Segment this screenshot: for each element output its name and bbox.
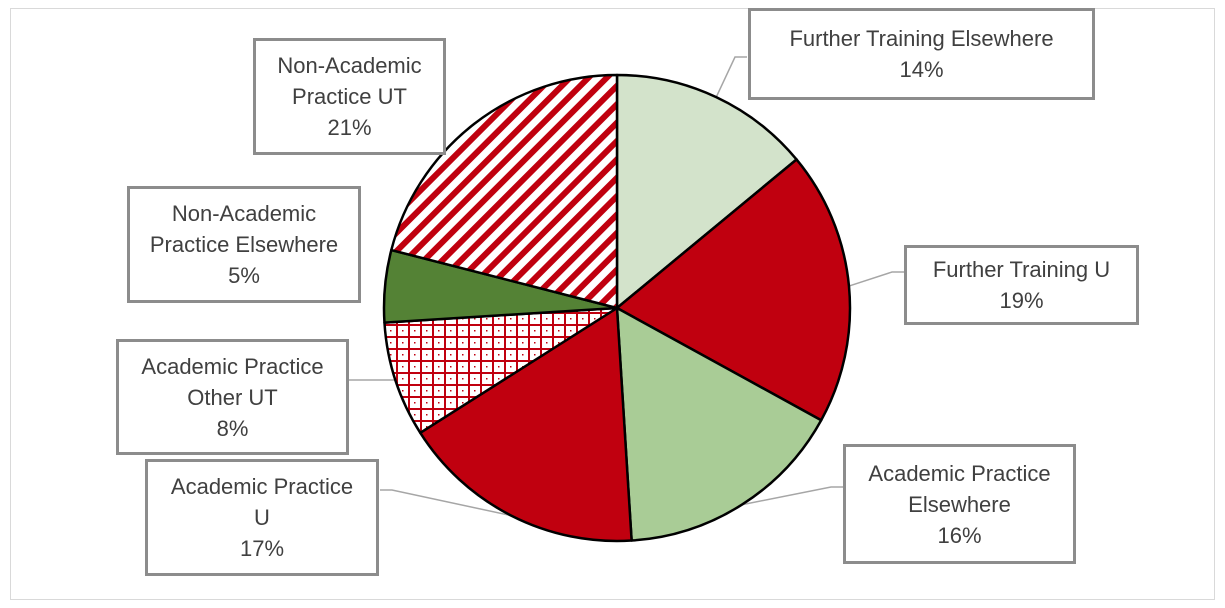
data-label-value: 19% <box>999 288 1044 313</box>
pie-slice-academic-practice-other-ut <box>383 306 619 435</box>
data-label-text: Further Training U <box>932 257 1111 282</box>
data-label-text: Further Training Elsewhere <box>789 26 1054 51</box>
data-label-further-training-u: Further Training U 19% <box>904 245 1139 325</box>
data-label-text: U <box>254 505 270 530</box>
data-label-non-academic-practice-ut: Non-Academic Practice UT 21% <box>253 38 446 155</box>
data-label-text: Practice Elsewhere <box>149 232 339 257</box>
leader-line <box>380 489 512 517</box>
pie-slice-further-training-elsewhere <box>615 73 798 310</box>
pie-slice-academic-practice-elsewhere <box>615 306 823 542</box>
data-label-value: 5% <box>228 263 260 288</box>
data-label-text: Academic Practice <box>141 353 324 379</box>
data-label-academic-practice-u: Academic Practice U 17% <box>145 459 379 576</box>
data-label-value: 17% <box>239 536 285 561</box>
data-label-text: Practice UT <box>292 84 407 109</box>
data-label-value: 8% <box>216 415 249 441</box>
leader-line <box>741 486 843 506</box>
data-label-text: Academic Practice <box>170 474 354 499</box>
leader-line <box>715 56 747 98</box>
data-label-non-academic-practice-elsewhere: Non-Academic Practice Elsewhere 5% <box>127 186 361 303</box>
data-label-value: 16% <box>937 522 982 548</box>
data-label-text: Other UT <box>187 384 278 410</box>
data-label-academic-practice-other-ut: Academic Practice Other UT 8% <box>116 339 349 455</box>
pie-slice-academic-practice-u <box>419 306 633 543</box>
data-label-text: Non-Academic <box>171 201 317 226</box>
pie-slice-further-training-u <box>615 158 852 422</box>
pie-slice-non-academic-practice-ut <box>390 73 619 310</box>
data-label-academic-practice-elsewhere: Academic Practice Elsewhere 16% <box>843 444 1076 564</box>
data-label-text: Academic Practice <box>868 460 1051 486</box>
data-label-value: 14% <box>899 57 944 82</box>
data-label-text: Elsewhere <box>908 491 1011 517</box>
leader-line <box>848 271 904 287</box>
data-label-further-training-elsewhere: Further Training Elsewhere 14% <box>748 8 1095 100</box>
data-label-value: 21% <box>327 115 372 140</box>
chart-frame <box>10 8 1215 600</box>
data-label-text: Non-Academic <box>277 53 422 78</box>
